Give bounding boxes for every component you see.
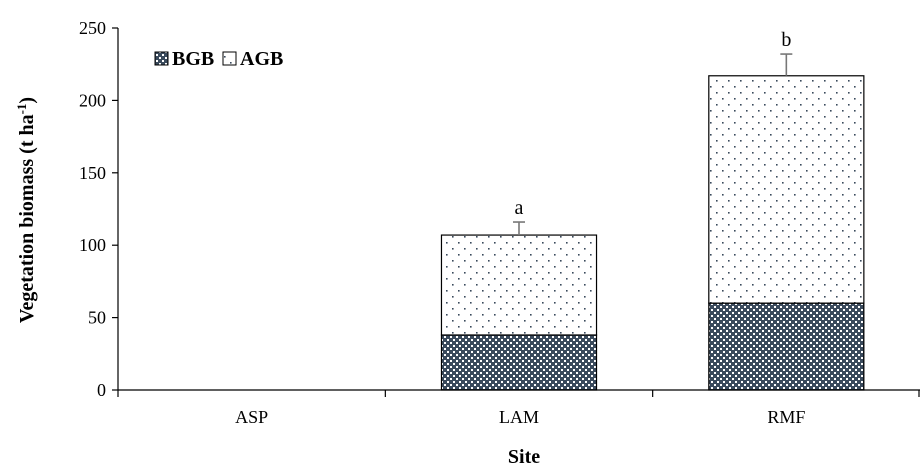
x-tick-label-rmf: RMF	[767, 407, 805, 427]
bar-bgb-rmf	[708, 302, 865, 391]
legend-label-agb: AGB	[240, 48, 283, 70]
y-axis-title-main: Vegetation biomass (t ha	[16, 114, 38, 323]
labels-layer: ASP a LAM b RMF 0 50 100 150 200 250	[79, 18, 805, 427]
legend-swatch-bgb	[154, 51, 169, 66]
legend-label-bgb: BGB	[172, 48, 214, 70]
y-tick-label-200: 200	[79, 90, 106, 110]
significance-label-lam: a	[515, 197, 524, 219]
x-tick-label-lam: LAM	[499, 407, 539, 427]
legend: BGB AGB	[154, 48, 283, 70]
significance-label-rmf: b	[781, 29, 791, 51]
bar-agb-lam	[440, 234, 598, 336]
y-axis-title-superscript: -1	[14, 104, 29, 115]
y-tick-label-100: 100	[79, 235, 106, 255]
legend-swatch-agb	[222, 51, 237, 66]
bar-agb-rmf	[708, 75, 865, 304]
x-axis-title: Site	[508, 446, 540, 468]
y-axis-title-end: )	[16, 97, 38, 104]
bars-layer	[440, 53, 865, 391]
y-tick-label-150: 150	[79, 163, 106, 183]
y-axis-title: Vegetation biomass (t ha-1)	[14, 97, 38, 323]
x-tick-label-asp: ASP	[235, 407, 268, 427]
y-tick-label-0: 0	[97, 380, 106, 400]
y-tick-label-250: 250	[79, 18, 106, 38]
y-tick-label-50: 50	[88, 308, 106, 328]
axes-layer	[112, 27, 920, 397]
bar-bgb-lam	[440, 334, 598, 391]
